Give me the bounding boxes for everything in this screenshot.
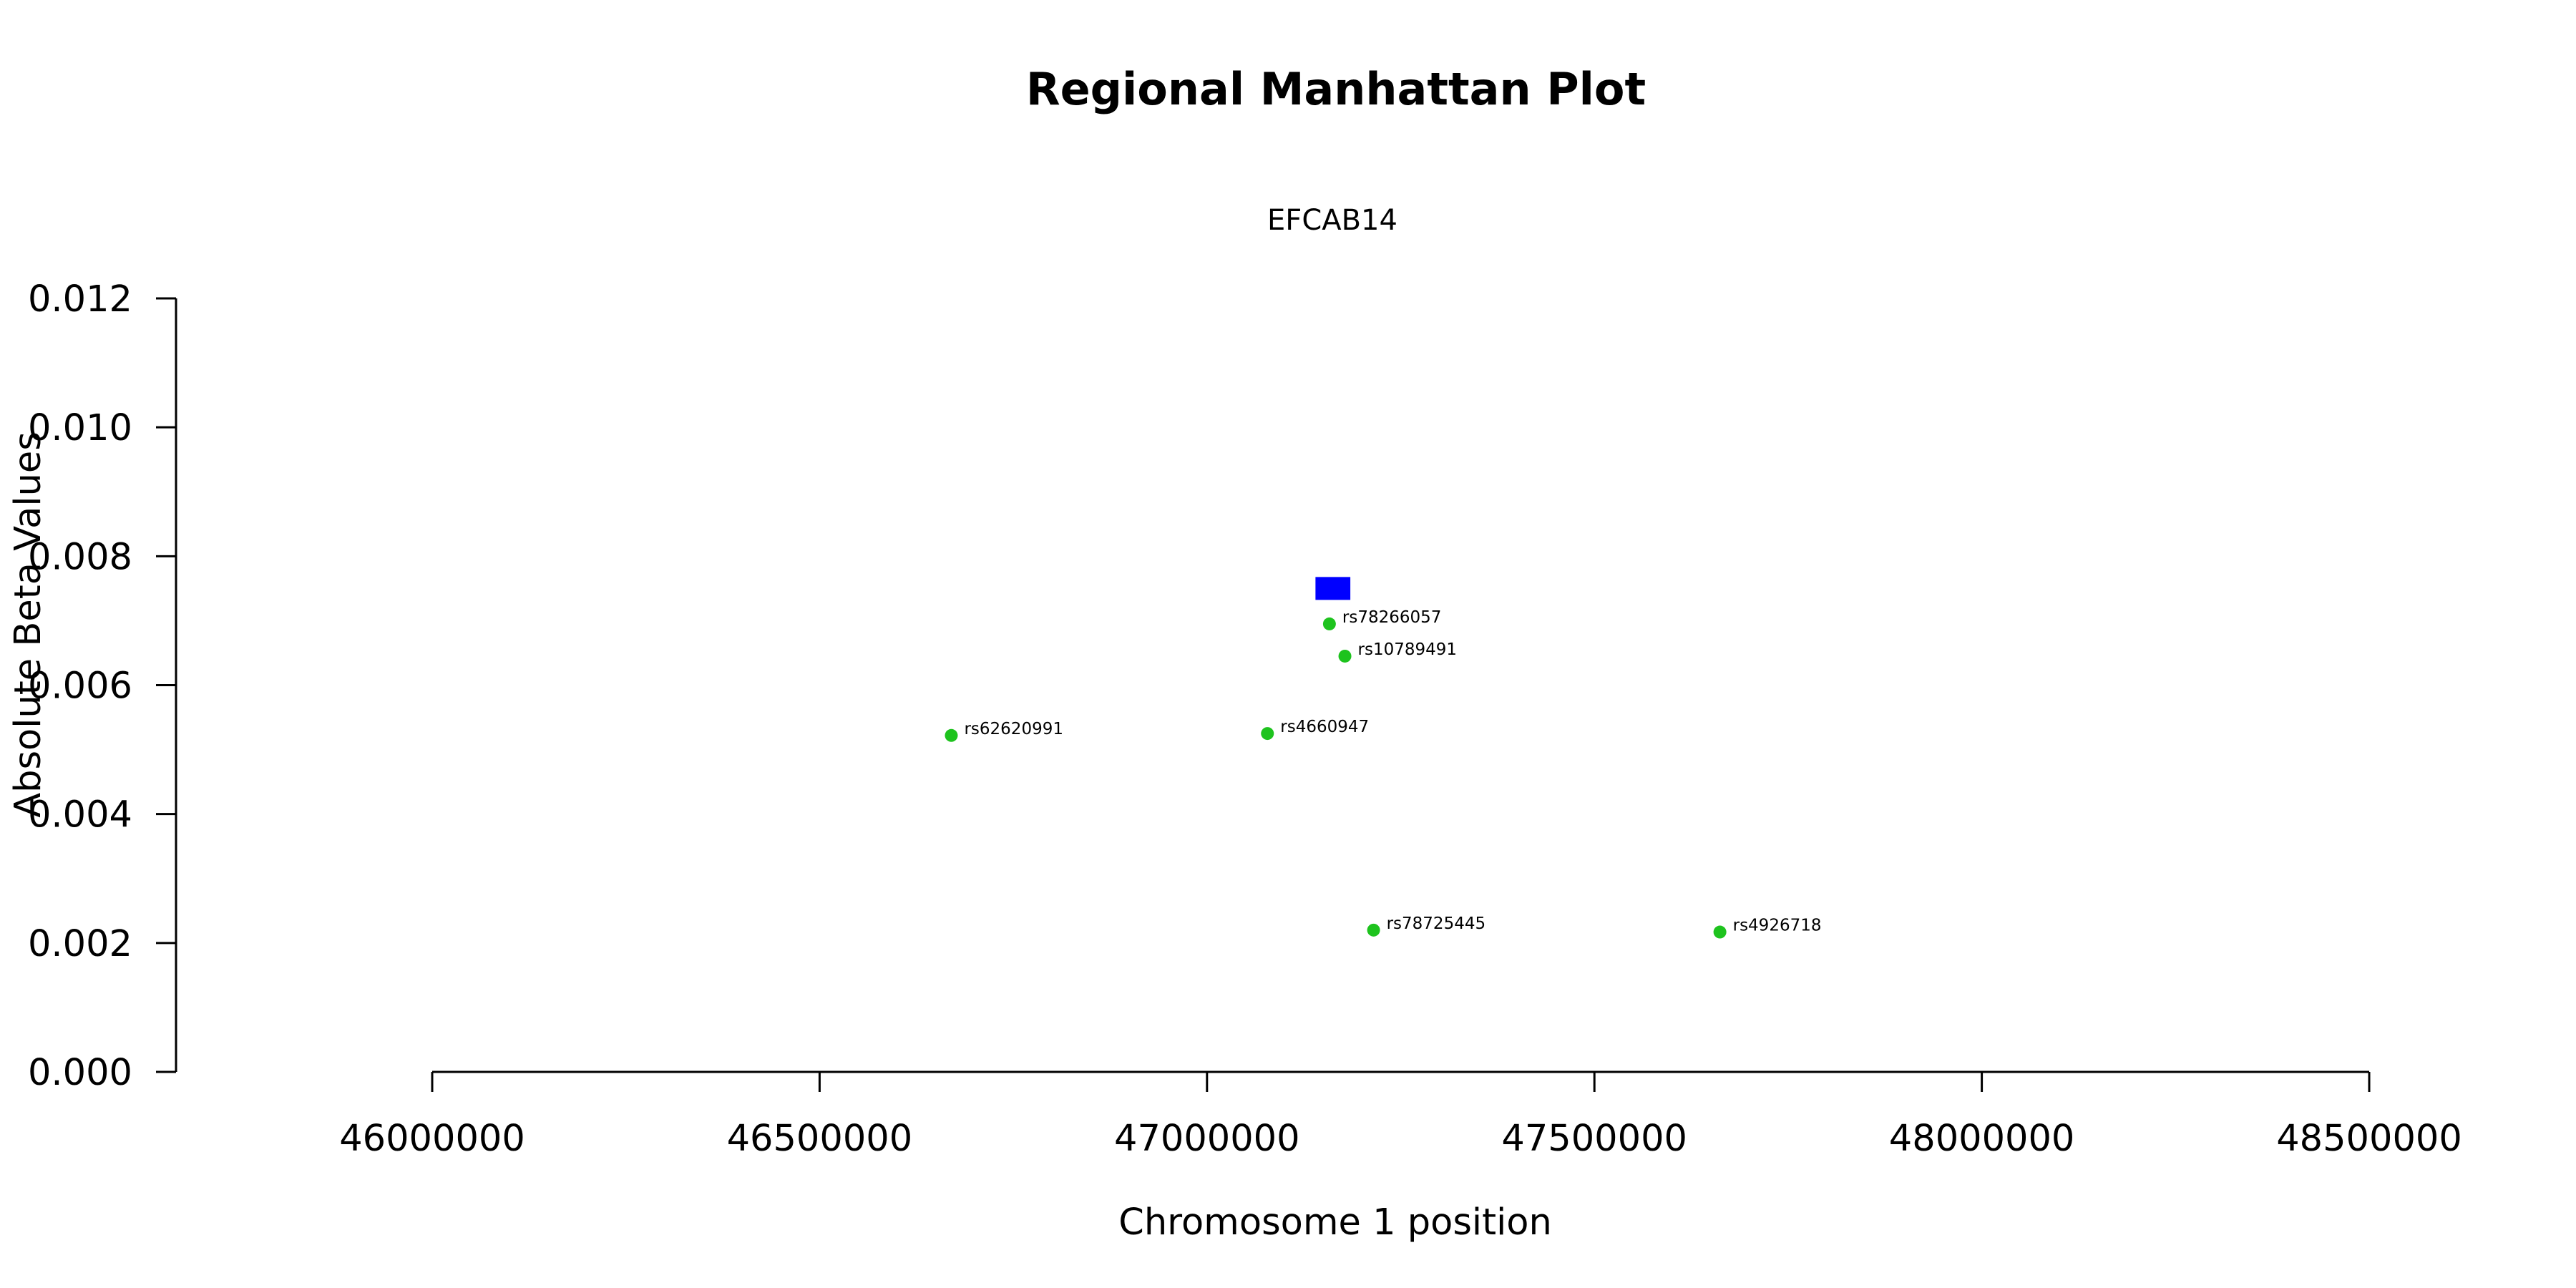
snp-point	[1338, 649, 1352, 663]
snp-label: rs62620991	[964, 720, 1063, 738]
y-tick-label: 0.012	[28, 278, 132, 321]
gene-rect	[1315, 577, 1351, 600]
snp-label: rs10789491	[1358, 640, 1458, 659]
x-tick-label: 46500000	[727, 1118, 913, 1160]
x-axis-ticks: 46000000 46500000 47000000 47500000 48000000…	[339, 1072, 2462, 1160]
x-tick-label: 47500000	[1501, 1118, 1687, 1160]
snp-label: rs78725445	[1387, 914, 1486, 933]
snp-label: rs78266057	[1342, 608, 1442, 627]
snp-point	[945, 728, 958, 742]
snp-points: rs62620991 rs4660947 rs78266057 rs10789491 r…	[945, 608, 1821, 939]
gene-layer	[1315, 577, 1351, 600]
y-axis-ticks: 0.000 0.002 0.004 0.006 0.008 0.010 0.012	[28, 278, 176, 1094]
y-tick-label: 0.006	[28, 665, 132, 708]
y-tick-label: 0.002	[28, 923, 132, 965]
y-tick-label: 0.008	[28, 536, 132, 578]
snp-label: rs4926718	[1733, 917, 1822, 935]
y-tick-label: 0.000	[28, 1052, 132, 1094]
x-axis-title: Chromosome 1 position	[1118, 1201, 1552, 1244]
snp-point	[1713, 925, 1727, 939]
x-tick-label: 46000000	[339, 1118, 525, 1160]
snp-label: rs4660947	[1280, 718, 1369, 736]
y-tick-label: 0.010	[28, 407, 132, 449]
x-tick-label: 47000000	[1114, 1118, 1300, 1160]
chart-title: Regional Manhattan Plot	[1026, 63, 1646, 115]
y-axis-title: Absolute Beta Values	[7, 431, 49, 818]
y-tick-label: 0.004	[28, 794, 132, 836]
snp-point	[1261, 727, 1274, 741]
x-tick-label: 48000000	[1889, 1118, 2075, 1160]
x-tick-label: 48500000	[2276, 1118, 2462, 1160]
gene-subtitle: EFCAB14	[1267, 204, 1397, 237]
snp-point	[1367, 923, 1380, 937]
snp-point	[1322, 617, 1336, 630]
